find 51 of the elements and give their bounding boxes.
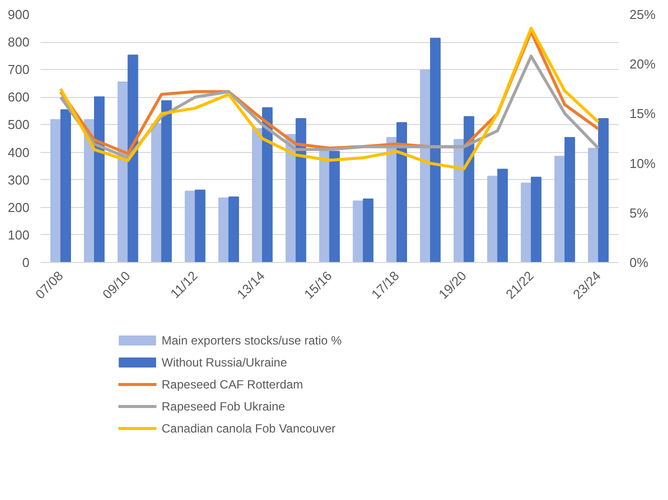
bar xyxy=(128,54,138,262)
bar xyxy=(151,123,162,262)
bar xyxy=(430,38,441,262)
bar xyxy=(497,168,508,262)
bar xyxy=(487,176,498,262)
bar xyxy=(464,116,474,262)
bar xyxy=(94,96,105,262)
bar xyxy=(161,100,172,262)
y2-tick-label: 15% xyxy=(630,106,656,122)
bar xyxy=(252,128,263,262)
bar xyxy=(598,118,609,262)
bar xyxy=(352,200,364,262)
y-tick-label: 0 xyxy=(22,255,30,270)
y2-tick-label: 20% xyxy=(630,56,656,72)
y2-tick-label: 5% xyxy=(630,205,649,220)
bar xyxy=(184,190,196,262)
y-tick-label: 100 xyxy=(8,227,30,242)
bar xyxy=(520,182,532,262)
y-tick-label: 300 xyxy=(8,172,30,188)
bar xyxy=(530,176,542,262)
legend-label: Without Russia/Ukraine xyxy=(162,356,288,370)
bar xyxy=(329,150,340,262)
y2-tick-label: 10% xyxy=(630,156,656,171)
bar xyxy=(50,119,61,262)
bar xyxy=(564,137,576,262)
bar xyxy=(554,156,565,262)
y-tick-label: 400 xyxy=(8,144,30,160)
bar xyxy=(194,190,206,262)
y-tick-label: 900 xyxy=(8,7,30,22)
bar xyxy=(396,122,408,262)
bar xyxy=(319,150,330,262)
y-tick-label: 700 xyxy=(8,62,30,78)
bar xyxy=(454,138,464,262)
legend-label: Rapeseed Fob Ukraine xyxy=(162,400,286,414)
bar xyxy=(60,109,71,262)
y-tick-label: 200 xyxy=(8,200,30,215)
bar xyxy=(420,70,431,262)
legend-label: Canadian canola Fob Vancouver xyxy=(162,422,336,436)
y-tick-label: 600 xyxy=(8,90,30,105)
y-tick-label: 800 xyxy=(8,34,30,50)
y2-tick-label: 25% xyxy=(630,7,656,22)
bar xyxy=(362,198,374,262)
legend-label: Rapeseed CAF Rotterdam xyxy=(162,378,304,392)
bar xyxy=(296,118,306,262)
bar xyxy=(588,148,599,262)
bar xyxy=(228,196,240,262)
bar xyxy=(262,107,273,262)
y-tick-label: 500 xyxy=(8,117,30,132)
y2-tick-label: 0% xyxy=(630,255,649,270)
bar xyxy=(218,198,229,262)
legend-label: Main exporters stocks/use ratio % xyxy=(162,334,342,348)
